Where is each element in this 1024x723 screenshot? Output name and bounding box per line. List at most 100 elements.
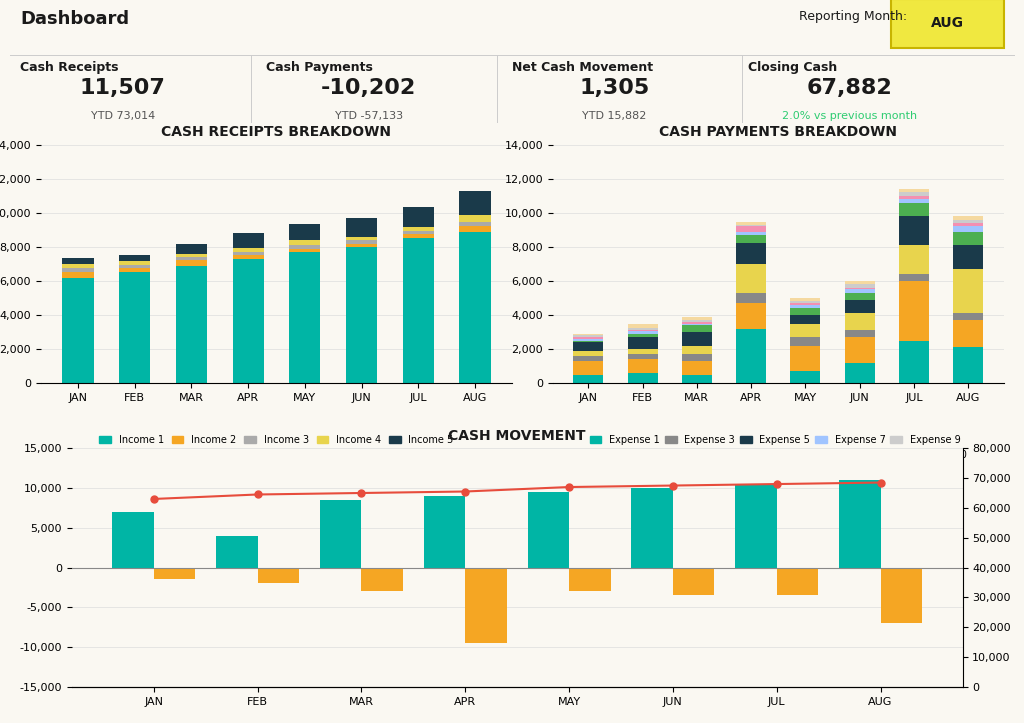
Text: Dashboard: Dashboard xyxy=(20,10,130,27)
Bar xyxy=(465,568,507,643)
Bar xyxy=(154,568,196,580)
Bar xyxy=(953,269,983,313)
Bar xyxy=(736,329,766,383)
Line: Cash: Cash xyxy=(151,479,884,502)
Bar xyxy=(573,375,603,383)
Bar xyxy=(460,191,490,215)
Bar xyxy=(289,240,321,245)
Bar xyxy=(899,216,929,245)
Bar xyxy=(899,199,929,202)
Bar xyxy=(845,313,874,330)
Bar xyxy=(953,320,983,347)
Bar xyxy=(402,231,434,234)
Bar xyxy=(113,512,154,568)
Bar xyxy=(845,289,874,293)
Bar xyxy=(628,349,657,354)
Bar xyxy=(628,325,657,328)
Bar xyxy=(736,222,766,225)
Bar xyxy=(776,568,818,596)
Bar xyxy=(899,341,929,383)
Bar xyxy=(573,339,603,341)
Bar xyxy=(232,248,264,252)
Text: Closing Cash: Closing Cash xyxy=(748,61,837,74)
Bar xyxy=(573,341,603,342)
Bar xyxy=(736,264,766,293)
Bar xyxy=(569,568,610,591)
Bar xyxy=(289,245,321,249)
Bar xyxy=(258,568,299,583)
Text: Net Cash Movement: Net Cash Movement xyxy=(512,61,653,74)
Bar xyxy=(402,239,434,383)
Bar xyxy=(628,337,657,349)
Cash xyxy=(355,489,368,497)
Bar xyxy=(899,202,929,216)
Legend: Cash Receipts, Cash Payments, Cash: Cash Receipts, Cash Payments, Cash xyxy=(356,721,678,723)
Bar xyxy=(881,568,922,623)
Bar xyxy=(361,568,402,591)
Bar xyxy=(845,363,874,383)
Bar xyxy=(573,356,603,361)
Bar xyxy=(62,268,93,272)
Cash xyxy=(252,490,264,499)
Bar xyxy=(682,324,712,325)
Bar xyxy=(289,252,321,383)
Bar xyxy=(232,252,264,255)
Bar xyxy=(845,330,874,337)
Bar xyxy=(346,218,377,237)
Cash xyxy=(667,482,679,490)
Bar xyxy=(346,244,377,247)
Bar xyxy=(573,361,603,375)
Bar xyxy=(899,245,929,274)
Bar xyxy=(682,332,712,346)
Text: Reporting Month:: Reporting Month: xyxy=(799,10,907,23)
Cash xyxy=(874,478,887,487)
Bar xyxy=(673,568,715,596)
Bar xyxy=(176,265,207,383)
Bar xyxy=(216,536,258,568)
Bar xyxy=(628,331,657,334)
Bar xyxy=(628,334,657,337)
Bar xyxy=(839,480,881,568)
Text: -10,202: -10,202 xyxy=(321,79,417,98)
Bar xyxy=(289,224,321,240)
Bar xyxy=(791,308,820,315)
Bar xyxy=(176,244,207,254)
Bar xyxy=(953,347,983,383)
Bar xyxy=(845,337,874,363)
Text: YTD -57,133: YTD -57,133 xyxy=(335,111,402,121)
Bar xyxy=(953,226,983,231)
Bar xyxy=(119,265,151,268)
Bar xyxy=(62,272,93,278)
Bar xyxy=(953,223,983,226)
Text: Cash Receipts: Cash Receipts xyxy=(20,61,119,74)
Bar xyxy=(460,215,490,222)
Bar xyxy=(289,249,321,252)
Bar xyxy=(424,496,465,568)
Bar xyxy=(119,254,151,261)
Cash xyxy=(563,483,575,492)
Bar xyxy=(682,320,712,322)
Bar xyxy=(176,257,207,260)
Cash xyxy=(459,487,471,496)
Bar xyxy=(573,351,603,356)
Bar xyxy=(628,354,657,359)
Bar xyxy=(845,293,874,299)
Bar xyxy=(953,231,983,245)
Bar xyxy=(791,301,820,303)
Bar xyxy=(791,324,820,337)
Bar xyxy=(791,298,820,301)
Bar xyxy=(346,240,377,244)
Bar xyxy=(736,225,766,226)
Bar xyxy=(845,281,874,284)
Bar xyxy=(953,220,983,223)
Bar xyxy=(232,255,264,259)
Bar xyxy=(899,192,929,196)
Bar xyxy=(899,196,929,199)
Bar xyxy=(791,303,820,305)
Bar xyxy=(402,207,434,227)
Cash xyxy=(147,495,160,503)
Bar xyxy=(573,337,603,339)
Bar xyxy=(119,261,151,265)
Bar xyxy=(573,335,603,337)
Bar xyxy=(682,354,712,361)
